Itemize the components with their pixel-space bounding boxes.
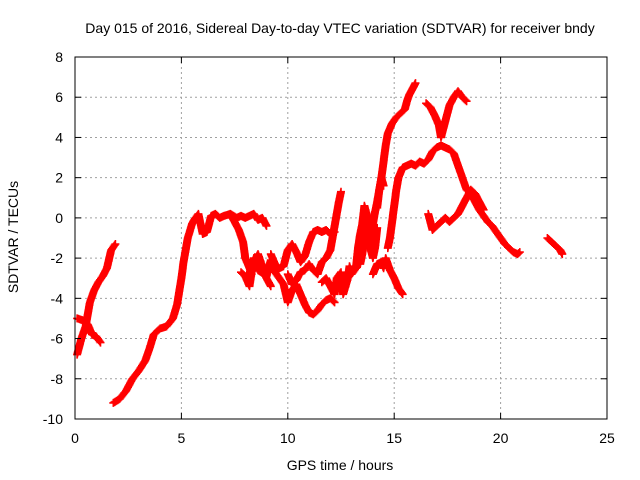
y-tick-label: 6 — [55, 89, 63, 105]
series-points — [109, 209, 271, 407]
x-tick-label: 0 — [71, 430, 79, 446]
y-tick-label: 2 — [55, 170, 63, 186]
y-tick-label: -8 — [51, 371, 64, 387]
series-points — [383, 141, 524, 259]
y-tick-label: 4 — [55, 129, 63, 145]
x-axis-label: GPS time / hours — [287, 457, 394, 473]
series-seg14 — [424, 185, 488, 234]
series-points — [368, 254, 407, 299]
y-tick-label: -6 — [51, 331, 64, 347]
series-seg6 — [266, 226, 339, 273]
series-seg7 — [283, 187, 345, 289]
series-seg2 — [73, 314, 105, 347]
series-points — [422, 87, 471, 142]
x-tick-label: 15 — [386, 430, 402, 446]
y-tick-label: 8 — [55, 49, 63, 65]
x-tick-label: 25 — [599, 430, 615, 446]
series-seg12 — [383, 141, 524, 259]
series-points — [237, 254, 339, 319]
series-points — [373, 79, 420, 212]
series-points — [266, 226, 339, 273]
series-seg1 — [73, 240, 120, 359]
series-seg15 — [543, 234, 567, 259]
series-seg3 — [109, 209, 271, 407]
x-tick-label: 20 — [493, 430, 509, 446]
series-seg10 — [368, 254, 407, 299]
grid — [75, 57, 607, 419]
series-points — [73, 240, 120, 359]
series-points — [543, 234, 567, 259]
series-seg5 — [237, 254, 339, 319]
axis-ticks: 0 5 10 15 20 25 -10 -8 -6 -4 -2 0 2 4 6 8 — [43, 49, 615, 446]
y-tick-label: 0 — [55, 210, 63, 226]
data-marks — [73, 79, 567, 407]
x-tick-label: 10 — [280, 430, 296, 446]
y-tick-label: -2 — [51, 250, 64, 266]
series-seg13 — [422, 87, 471, 142]
x-tick-label: 5 — [178, 430, 186, 446]
series-seg11 — [373, 79, 420, 212]
y-axis-label: SDTVAR / TECUs — [5, 181, 21, 293]
plot-frame — [74, 56, 608, 420]
series-points — [424, 185, 488, 234]
series-points — [283, 187, 345, 289]
y-tick-label: -10 — [43, 411, 63, 427]
y-tick-label: -4 — [51, 290, 64, 306]
series-points — [73, 314, 105, 347]
chart-title: Day 015 of 2016, Sidereal Day-to-day VTE… — [85, 20, 594, 36]
